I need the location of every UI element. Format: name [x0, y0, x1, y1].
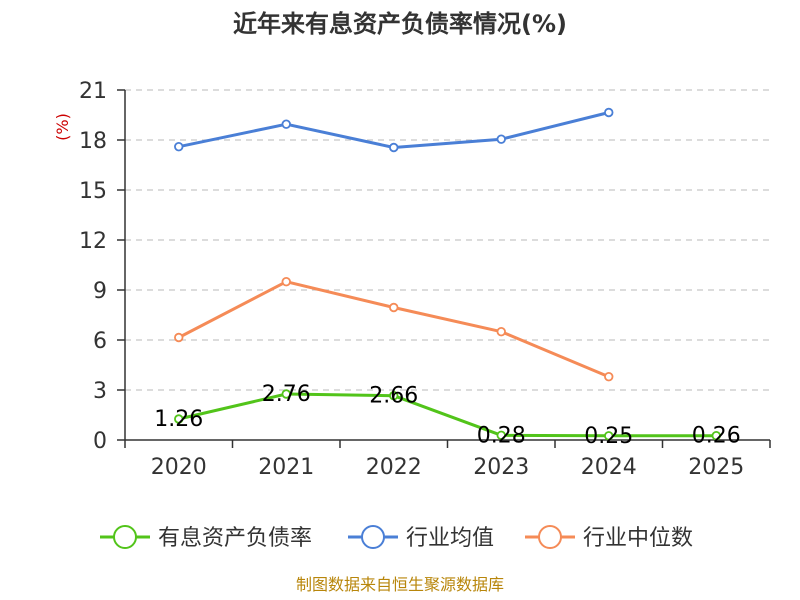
y-tick-label: 21 [79, 79, 107, 104]
x-tick-label: 2024 [581, 455, 637, 480]
data-label: 0.26 [692, 424, 741, 449]
data-point [604, 371, 614, 382]
legend-marker-2 [361, 525, 385, 549]
y-tick-label: 15 [79, 179, 107, 204]
x-tick-label: 2023 [473, 455, 529, 480]
data-point [604, 107, 614, 118]
legend-label-1: 有息资产负债率 [158, 526, 312, 551]
data-point [389, 142, 399, 153]
series-line-2 [178, 111, 610, 149]
x-tick-label: 2021 [258, 455, 314, 480]
data-point [496, 326, 506, 337]
data-point [281, 276, 291, 287]
legend-marker-3 [538, 525, 562, 549]
y-tick-label: 18 [79, 129, 107, 154]
data-label: 0.28 [477, 423, 526, 448]
data-point [389, 302, 399, 313]
data-label: 2.76 [262, 382, 311, 407]
source-note: 制图数据来自恒生聚源数据库 [296, 575, 504, 594]
x-tick-label: 2025 [688, 455, 744, 480]
chart-title: 近年来有息资产负债率情况(%) [233, 10, 567, 38]
series-line-1 [178, 392, 717, 438]
data-point [711, 430, 721, 441]
legend: 有息资产负债率 行业均值 行业中位数 [100, 525, 693, 551]
grid-lines [125, 89, 770, 391]
data-point [174, 414, 184, 424]
data-point [496, 430, 506, 441]
series-layer [174, 107, 721, 441]
data-label: 0.25 [584, 424, 633, 449]
data-label: 1.26 [154, 407, 203, 432]
data-point [281, 119, 291, 129]
y-tick-label: 6 [93, 329, 107, 354]
data-point [174, 332, 184, 343]
legend-label-2: 行业均值 [406, 526, 494, 551]
series-line-3 [178, 280, 610, 379]
y-tick-label: 9 [93, 279, 107, 304]
data-label: 2.66 [369, 384, 418, 409]
x-tick-label: 2022 [366, 455, 422, 480]
data-point [281, 389, 291, 399]
y-tick-label: 12 [79, 229, 107, 254]
x-tick-label: 2020 [151, 455, 207, 480]
y-tick-label: 3 [93, 379, 107, 404]
y-tick-label: 0 [93, 429, 107, 454]
data-point [604, 431, 614, 441]
y-axis-unit: (%) [53, 113, 72, 141]
legend-marker-1 [113, 525, 137, 549]
data-point [174, 141, 184, 152]
data-point [496, 134, 506, 144]
data-point [389, 390, 399, 401]
data-labels: 1.26 2.76 2.66 0.28 0.25 0.26 [154, 382, 740, 449]
legend-label-3: 行业中位数 [583, 526, 693, 551]
axes: 0 3 6 9 12 15 18 21 2020 2021 2022 2023 2024 2025 [79, 79, 771, 480]
